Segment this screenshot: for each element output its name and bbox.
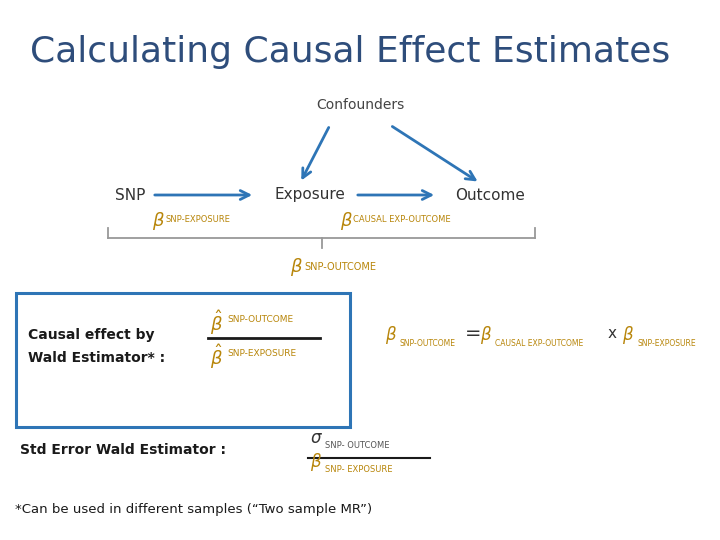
Text: Exposure: Exposure: [274, 187, 346, 202]
Text: SNP-EXPOSURE: SNP-EXPOSURE: [637, 339, 696, 348]
Text: SNP-OUTCOME: SNP-OUTCOME: [400, 339, 456, 348]
Text: CAUSAL EXP-OUTCOME: CAUSAL EXP-OUTCOME: [353, 215, 451, 224]
Text: SNP-OUTCOME: SNP-OUTCOME: [227, 315, 293, 324]
Text: $\beta$: $\beta$: [480, 324, 492, 346]
Text: SNP-EXPOSURE: SNP-EXPOSURE: [227, 349, 296, 358]
Text: SNP-EXPOSURE: SNP-EXPOSURE: [165, 215, 230, 224]
Text: SNP-OUTCOME: SNP-OUTCOME: [304, 262, 376, 272]
Text: $\hat{\beta}$: $\hat{\beta}$: [210, 308, 223, 337]
Text: Confounders: Confounders: [316, 98, 404, 112]
Text: Calculating Causal Effect Estimates: Calculating Causal Effect Estimates: [30, 35, 670, 69]
Text: $\beta$: $\beta$: [340, 210, 353, 232]
Text: Causal effect by: Causal effect by: [28, 328, 155, 342]
Text: x: x: [608, 326, 617, 341]
FancyBboxPatch shape: [16, 293, 350, 427]
Text: SNP- OUTCOME: SNP- OUTCOME: [325, 441, 390, 449]
Text: *Can be used in different samples (“Two sample MR”): *Can be used in different samples (“Two …: [15, 503, 372, 516]
Text: Std Error Wald Estimator :: Std Error Wald Estimator :: [20, 443, 226, 457]
Text: $\sigma$: $\sigma$: [310, 429, 323, 447]
Text: $\beta$: $\beta$: [152, 210, 165, 232]
Text: $\beta$: $\beta$: [290, 256, 303, 278]
Text: $\beta$: $\beta$: [622, 324, 634, 346]
Text: $\hat{\beta}$: $\hat{\beta}$: [210, 342, 223, 371]
Text: CAUSAL EXP-OUTCOME: CAUSAL EXP-OUTCOME: [495, 339, 583, 348]
Text: SNP: SNP: [114, 187, 145, 202]
Text: $\beta$: $\beta$: [385, 324, 397, 346]
Text: $\beta$: $\beta$: [310, 451, 322, 473]
Text: Outcome: Outcome: [455, 187, 525, 202]
Text: SNP- EXPOSURE: SNP- EXPOSURE: [325, 464, 392, 474]
Text: =: =: [465, 323, 482, 342]
Text: Wald Estimator* :: Wald Estimator* :: [28, 351, 165, 365]
